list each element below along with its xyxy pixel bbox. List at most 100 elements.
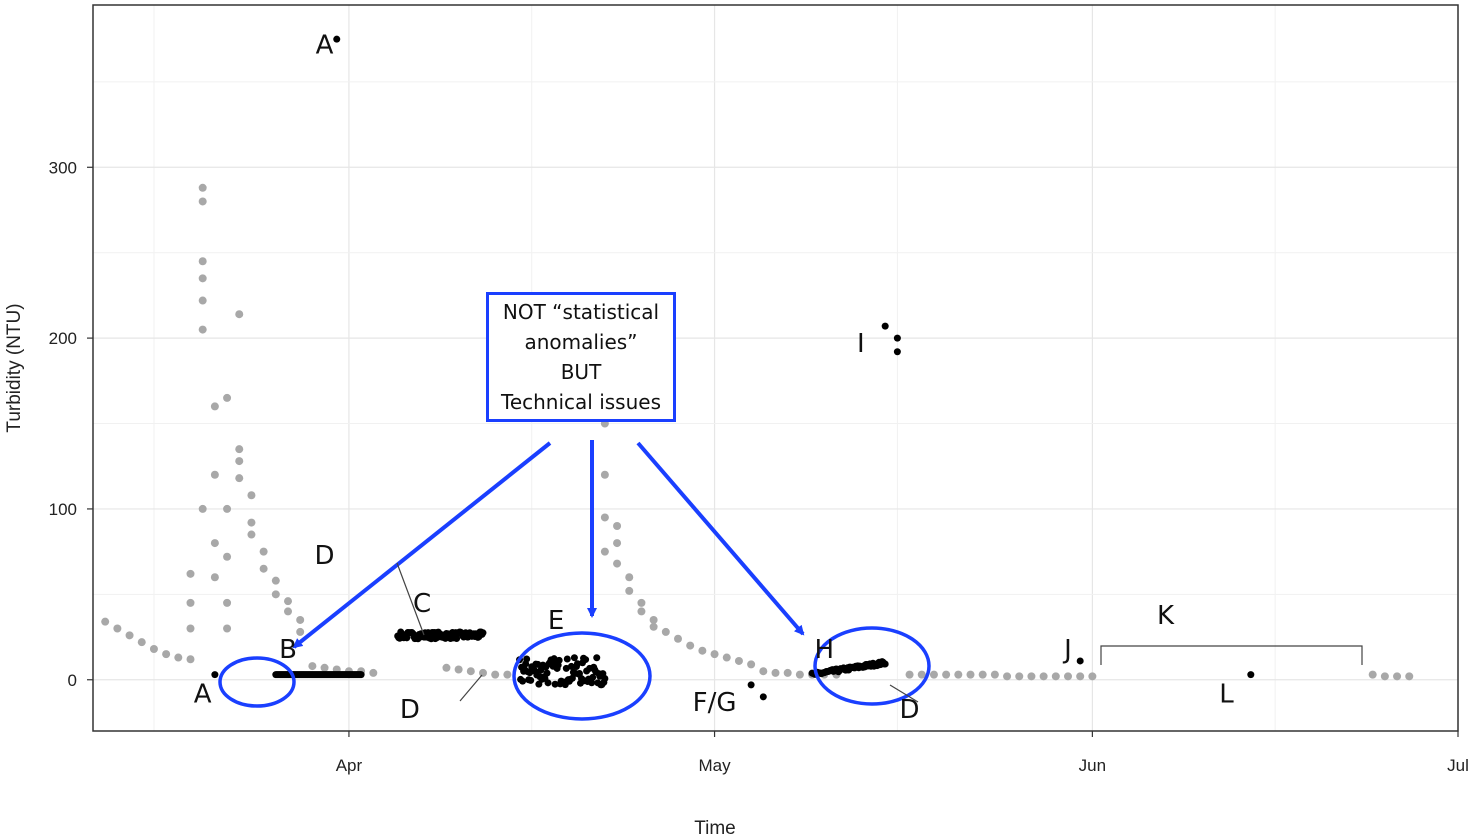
x-tick-label: May [699, 756, 732, 775]
data-point-normal [795, 670, 804, 679]
highlight-ellipse-a [218, 656, 296, 708]
data-point-normal [198, 504, 207, 513]
data-point-normal [223, 624, 232, 633]
data-point-normal [284, 607, 292, 616]
x-tick-label: Jun [1079, 756, 1106, 775]
data-point-anomaly [551, 680, 559, 688]
data-point-normal [649, 622, 658, 631]
y-tick-label: 0 [68, 671, 77, 690]
data-point-normal [223, 393, 232, 402]
data-point-normal [661, 627, 670, 636]
data-point-normal [1393, 672, 1402, 681]
data-point-normal [1405, 672, 1414, 681]
bracket-k [1100, 645, 1363, 665]
data-point-normal [1039, 672, 1048, 681]
data-point-normal [1051, 672, 1060, 681]
anomaly-points [211, 35, 1255, 701]
annotation-leaders [396, 562, 1363, 703]
annotation-label: C [413, 589, 431, 619]
data-point-normal [1368, 670, 1377, 679]
data-point-normal [1076, 672, 1085, 681]
annotation-label: E [548, 606, 564, 636]
data-point-anomaly [523, 655, 531, 663]
data-point-normal [186, 624, 195, 633]
data-point-normal [101, 617, 110, 626]
data-point-normal [223, 552, 232, 561]
data-point-normal [223, 598, 232, 607]
annotation-label: J [1062, 635, 1072, 665]
data-point-normal [125, 631, 134, 640]
data-point-normal [479, 668, 487, 677]
annotation-label: K [1157, 601, 1175, 631]
data-point-normal [320, 663, 329, 672]
data-point-normal [259, 564, 268, 573]
normal-points [101, 183, 1414, 681]
data-point-anomaly [1247, 671, 1255, 679]
data-point-normal [174, 653, 183, 662]
data-point-anomaly [543, 669, 551, 677]
data-point-normal [198, 197, 207, 206]
data-point-anomaly [479, 629, 487, 637]
data-point-normal [271, 576, 280, 585]
callout-line-1: NOT “statistical [502, 300, 660, 324]
annotation-label: D [400, 695, 420, 725]
data-point-normal [247, 518, 256, 527]
data-point-normal [734, 656, 743, 665]
data-point-normal [674, 634, 682, 643]
data-point-anomaly [593, 654, 601, 662]
annotation-labels: A A B C D D D E F/G H I J K L [194, 30, 1234, 725]
callout-arrow-right [636, 441, 805, 636]
callout-line-3: BUT [560, 360, 602, 384]
data-point-anomaly [893, 348, 901, 356]
data-point-normal [600, 470, 609, 479]
data-point-normal [210, 402, 219, 411]
data-point-normal [259, 547, 268, 556]
data-point-normal [1088, 672, 1097, 681]
data-point-anomaly [570, 654, 578, 662]
data-point-normal [296, 627, 305, 636]
data-point-normal [1064, 672, 1072, 681]
data-point-normal [186, 569, 195, 578]
annotation-label: D [900, 695, 920, 725]
data-point-normal [442, 663, 451, 672]
leader-d-upper [396, 562, 425, 636]
data-point-normal [759, 667, 768, 676]
callout-box: NOT “statistical anomalies” BUT Technica… [486, 292, 676, 422]
data-point-normal [247, 491, 256, 500]
data-point-normal [162, 650, 171, 659]
y-axis-title: Turbidity (NTU) [4, 303, 25, 432]
data-point-normal [198, 274, 207, 283]
data-point-anomaly [601, 674, 609, 682]
data-point-normal [710, 650, 719, 659]
data-point-anomaly [881, 322, 889, 330]
y-tick-label: 100 [49, 500, 77, 519]
data-point-normal [637, 598, 646, 607]
data-point-normal [503, 670, 512, 679]
data-point-normal [600, 513, 609, 522]
data-point-anomaly [582, 656, 590, 664]
data-point-normal [235, 310, 244, 319]
data-point-normal [1015, 672, 1024, 681]
data-point-normal [466, 667, 475, 676]
data-point-anomaly [588, 679, 596, 687]
data-point-normal [954, 670, 963, 679]
data-point-normal [905, 670, 914, 679]
callout-line-2: anomalies” [524, 330, 638, 354]
data-point-normal [113, 624, 122, 633]
data-point-normal [1380, 672, 1389, 681]
data-point-normal [198, 183, 207, 192]
data-point-anomaly [759, 693, 767, 701]
data-point-normal [613, 539, 622, 548]
data-point-normal [491, 670, 500, 679]
leader-d-right [889, 684, 919, 703]
data-point-anomaly [893, 334, 901, 342]
data-point-normal [235, 474, 244, 483]
data-point-normal [369, 668, 378, 677]
axis-ticks: Apr May Jun Jul 0 100 200 300 [49, 158, 1468, 775]
highlight-ellipse-h [813, 626, 931, 706]
data-point-anomaly [881, 660, 889, 668]
data-point-normal [235, 457, 244, 466]
data-point-normal [198, 257, 207, 266]
data-point-anomaly [589, 673, 597, 681]
data-point-normal [649, 615, 658, 624]
